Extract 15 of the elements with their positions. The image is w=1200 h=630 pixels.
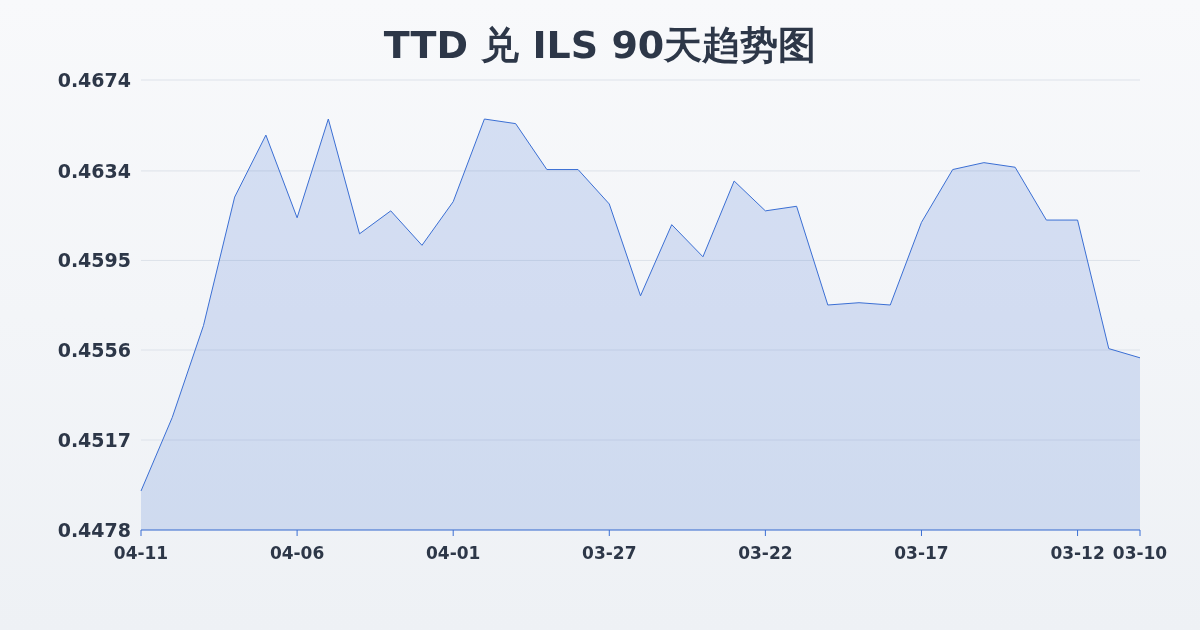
x-tick-label: 03-27: [582, 543, 637, 563]
x-tick-label: 04-06: [269, 543, 325, 563]
chart-title: TTD 兑 ILS 90天趋势图: [383, 23, 817, 67]
y-tick-label: 0.4556: [57, 338, 131, 361]
y-tick-label: 0.4674: [57, 68, 131, 91]
x-tick-label: 03-22: [738, 543, 793, 563]
x-tick-label: 04-11: [113, 543, 169, 563]
x-tick-label: 03-10: [1112, 543, 1168, 563]
y-tick-label: 0.4595: [57, 249, 131, 272]
x-tick-label: 03-12: [1050, 543, 1105, 563]
y-tick-label: 0.4478: [57, 518, 131, 541]
x-tick-label: 04-01: [426, 543, 481, 563]
y-tick-label: 0.4634: [57, 159, 131, 182]
y-tick-label: 0.4517: [57, 428, 131, 451]
x-tick-label: 03-17: [894, 543, 949, 563]
